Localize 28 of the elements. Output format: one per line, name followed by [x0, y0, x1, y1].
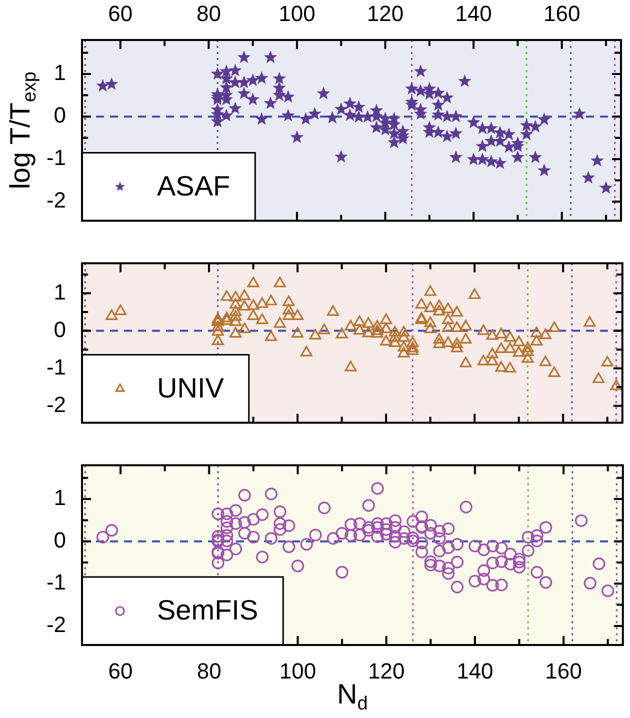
y-tick-label: -1	[46, 570, 66, 595]
y-tick-label: 0	[54, 102, 66, 128]
x2-tick-label: 60	[108, 0, 133, 26]
x-tick-label: 120	[368, 658, 405, 684]
legend-label: SemFIS	[157, 594, 258, 626]
x2-tick-label: 140	[455, 0, 492, 26]
x2-tick-label: 80	[196, 0, 221, 26]
x2-tick-label: 160	[543, 0, 580, 26]
x-tick-label: 80	[196, 658, 222, 684]
y-tick-label: 1	[54, 60, 66, 86]
x2-tick-label: 100	[278, 0, 316, 26]
y-tick-label: 1	[54, 485, 66, 510]
legend-label: ASAF	[157, 170, 230, 202]
y-tick-label: -2	[46, 612, 66, 638]
x-tick-label: 100	[279, 658, 316, 684]
y-tick-label: -1	[46, 145, 66, 170]
y-tick-label: 0	[54, 316, 66, 342]
y-tick-label: -2	[46, 392, 66, 417]
x-tick-label: 60	[108, 658, 133, 684]
y-tick-label: 0	[54, 527, 66, 552]
y-axis-title: log T/Texp	[4, 71, 41, 190]
x2-tick-label: 120	[366, 0, 404, 26]
x-tick-label: 140	[456, 658, 494, 684]
legend-label: UNIV	[157, 372, 224, 404]
x-tick-label: 160	[545, 658, 582, 684]
y-tick-label: -2	[46, 188, 66, 213]
y-tick-label: 1	[54, 279, 66, 304]
y-tick-label: -1	[46, 354, 66, 380]
